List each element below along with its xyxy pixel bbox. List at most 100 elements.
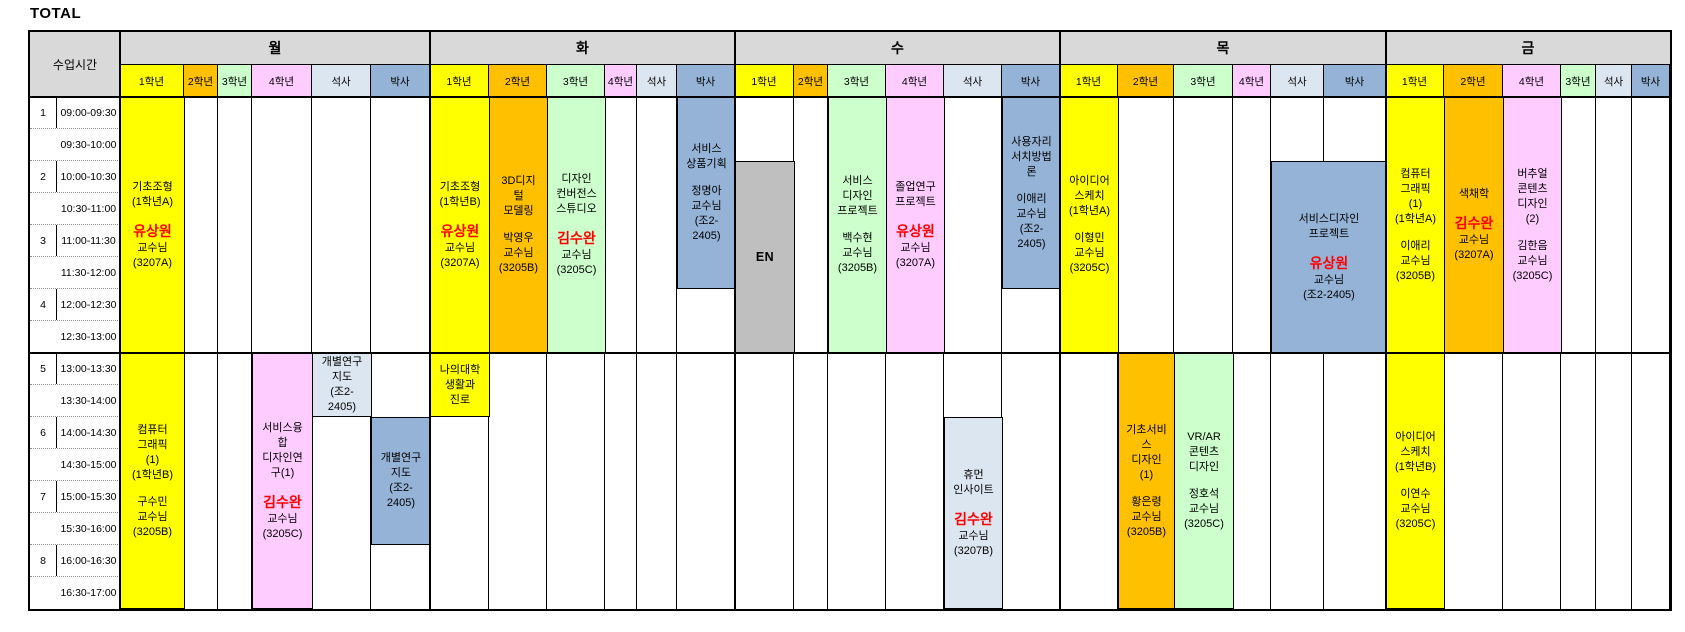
block-text-line: 황은령 <box>1131 495 1162 508</box>
block-text-line: (3205B) <box>837 262 878 274</box>
grade-header-mon-grade1: 1학년 <box>120 65 184 97</box>
period-number: 2 <box>30 161 57 192</box>
block-text-line: 그래픽 <box>1400 182 1431 195</box>
time-row: 10:30-11:00 <box>30 193 120 225</box>
block-text-line: 2405) <box>386 497 416 509</box>
block-text-line: 버추얼 <box>1517 167 1548 180</box>
block-text-line: 진로 <box>449 393 471 406</box>
block-text-line: (1) <box>1139 468 1154 481</box>
block-text-line: 교수님 <box>842 247 873 259</box>
block-text-line: (조2- <box>1019 222 1044 235</box>
block-text-line: (3207A) <box>895 256 936 269</box>
professor-name: 유상원 <box>133 222 172 239</box>
class-block[interactable]: 버추얼 콘텐츠 디자인 (2) 김한음 교수님 (3205C) <box>1503 97 1562 353</box>
class-block[interactable]: 아이디어 스케치 (1학년A) 이형민 교수님 (3205C) <box>1060 97 1119 353</box>
class-block[interactable]: 아이디어 스케치 (1학년B) 이연수 교수님 (3205C) <box>1386 353 1445 609</box>
block-text-line <box>678 172 735 184</box>
time-row: 11:30-12:00 <box>30 257 120 289</box>
class-block[interactable]: 컴퓨터 그래픽 (1) (1학년A) 이애리 교수님 (3205B) <box>1386 97 1445 353</box>
period-number <box>30 321 57 353</box>
class-block[interactable]: 개별연구 지도 (조2- 2405) <box>371 417 431 545</box>
time-slot-label: 10:00-10:30 <box>60 170 117 183</box>
grade-header-tue-grade1: 1학년 <box>430 65 489 97</box>
class-block[interactable]: 색채학 김수완 교수님 (3207A) <box>1444 97 1504 353</box>
period-number: 8 <box>30 545 57 576</box>
class-block[interactable]: 서비스디자인 프로젝트 유상원 교수님 (조2-2405) <box>1271 161 1387 353</box>
class-block[interactable]: 서비스 상품기획 정명아 교수님 (조2- 2405) <box>677 97 736 289</box>
period-number: 7 <box>30 481 57 512</box>
block-text-line <box>431 210 489 222</box>
block-text-line: 아이디어 <box>1069 175 1110 187</box>
grade-header-wed-phd: 박사 <box>1002 65 1060 97</box>
class-block[interactable]: 기초조형 (1학년B) 유상원 교수님 (3207A) <box>430 97 490 353</box>
class-block[interactable]: 3D디지 털 모델링 박영우 교수님 (3205B) <box>489 97 548 353</box>
class-block[interactable]: 사용자리 서치방법 론 이애리 교수님 (조2- 2405) <box>1002 97 1061 289</box>
grade-header-tue-phd: 박사 <box>677 65 735 97</box>
block-text-line: (3207B) <box>953 544 994 557</box>
grade-header-tue-grade4: 4학년 <box>605 65 637 97</box>
block-text-line: VR/AR <box>1187 431 1221 443</box>
timetable: 수업시간 1 09:00-09:30 09:30-10:00 2 10:00-10:30 1… <box>28 30 1672 611</box>
block-text-line: 합 <box>277 436 288 449</box>
block-text-line: 털 <box>513 190 524 202</box>
class-block[interactable]: 휴먼 인사이트 김수완 교수님 (3207B) <box>944 417 1003 609</box>
class-block[interactable]: 기초서비 스 디자인 (1) 황은령 교수님 (3205B) <box>1118 353 1175 609</box>
block-text-line: 서비스 <box>691 143 722 155</box>
block-text-line: (1) <box>145 453 160 466</box>
period-number: 3 <box>30 225 57 256</box>
grade-header-thu-grade2: 2학년 <box>1118 65 1174 97</box>
block-text-line: 교수님 <box>1313 273 1345 286</box>
grade-header-thu-masters: 석사 <box>1271 65 1324 97</box>
block-text-line: 구수민 <box>137 495 168 508</box>
noon-divider-line <box>30 352 1670 354</box>
period-number <box>30 577 57 609</box>
time-row: 4 12:00-12:30 <box>30 289 120 321</box>
block-text-line: (3205B) <box>498 262 539 274</box>
block-text-line: 교수님 <box>444 241 476 254</box>
class-block[interactable]: EN <box>735 161 795 353</box>
block-text-line <box>1445 202 1503 214</box>
block-text-line: 디자인 <box>1517 197 1548 210</box>
time-row: 09:30-10:00 <box>30 129 120 161</box>
time-slot-label: 09:00-09:30 <box>60 106 117 119</box>
class-block[interactable]: 디자인 컨버전스 스튜디오 김수완 교수님 (3205C) <box>547 97 606 353</box>
time-row: 16:30-17:00 <box>30 577 120 609</box>
block-text-line: 교수님 <box>503 247 534 259</box>
block-text-line: 스튜디오 <box>556 203 597 215</box>
block-text-line: 상품기획 <box>686 158 727 170</box>
time-slot-label: 11:00-11:30 <box>61 234 116 247</box>
day-header-tue: 화 <box>430 32 735 65</box>
class-block[interactable]: 졸업연구 프로젝트 유상원 교수님 (3207A) <box>886 97 945 353</box>
class-block[interactable]: 컴퓨터 그래픽 (1) (1학년B) 구수민 교수님 (3205B) <box>120 353 185 609</box>
block-text-line: 프로젝트 <box>895 195 936 208</box>
day-separator-line <box>429 32 431 609</box>
class-block[interactable]: 서비스융 합 디자인연 구(1) 김수완 교수님 (3205C) <box>252 353 313 609</box>
block-text-line: (3205C) <box>556 264 597 276</box>
block-text-line: 교수님 <box>958 529 989 542</box>
block-text-line <box>253 481 312 493</box>
block-text-line: 교수님 <box>691 200 722 212</box>
block-text-line: 모델링 <box>503 205 534 217</box>
period-number <box>30 385 57 416</box>
period-number <box>30 193 57 224</box>
time-row: 14:30-15:00 <box>30 449 120 481</box>
block-text-line: 교수님 <box>1400 254 1431 267</box>
block-text-line: 스 <box>1141 438 1152 451</box>
class-block[interactable]: 개별연구 지도 (조2- 2405) <box>312 353 372 417</box>
period-number: 5 <box>30 353 57 384</box>
class-block[interactable]: 기초조형 (1학년A) 유상원 교수님 (3207A) <box>120 97 185 353</box>
time-column-header: 수업시간 <box>30 32 120 97</box>
time-slot-label: 16:30-17:00 <box>60 587 117 599</box>
block-text-line: 서비스융 <box>262 421 303 434</box>
class-block[interactable]: VR/AR 콘텐츠 디자인 정호석 교수님 (3205C) <box>1174 353 1234 609</box>
class-block[interactable]: 나의대학 생활과 진로 <box>430 353 490 417</box>
grade-header-fri-grade2: 2학년 <box>1444 65 1503 97</box>
block-text-line: (1) <box>1408 197 1423 210</box>
block-text-line: 2405) <box>1017 237 1046 250</box>
grade-header-tue-grade2: 2학년 <box>489 65 547 97</box>
block-text-line: 교수님 <box>1458 234 1490 246</box>
class-block[interactable]: 서비스 디자인 프로젝트 백수현 교수님 (3205B) <box>828 97 887 353</box>
block-text-line: (1학년A) <box>131 195 174 208</box>
grade-header-wed-masters: 석사 <box>944 65 1002 97</box>
block-text-line: 서비스디자인 <box>1298 212 1360 225</box>
